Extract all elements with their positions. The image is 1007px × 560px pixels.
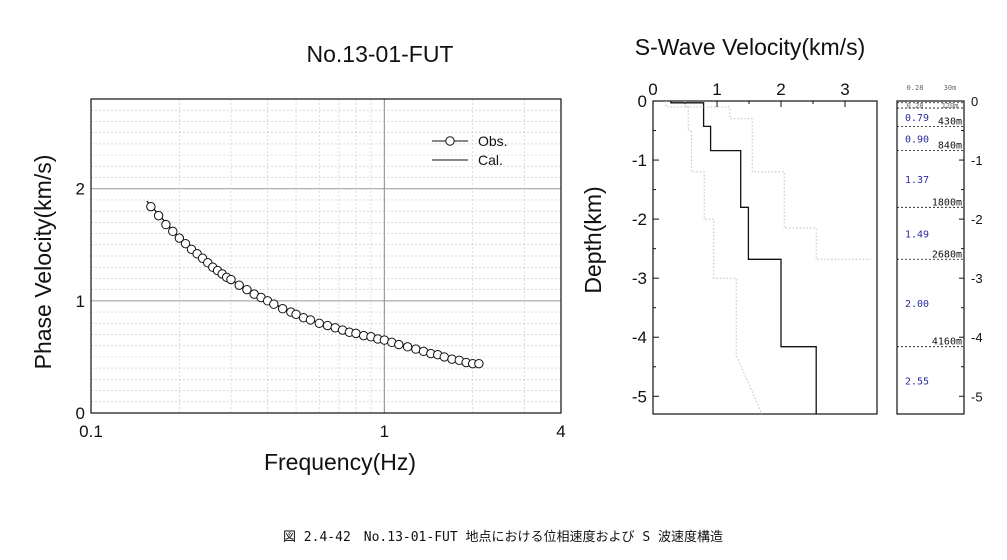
layer-y-tick-label: -1 <box>971 153 983 168</box>
middle-chart-title: S-Wave Velocity(km/s) <box>635 34 865 60</box>
layer-depth-label: 430m <box>938 116 962 127</box>
middle-chart-series <box>665 101 871 415</box>
obs-data-point <box>161 219 171 230</box>
left-x-tick-label: 0.1 <box>79 422 103 441</box>
left-chart-frame <box>90 98 562 414</box>
layer-velocity-label: 1.37 <box>905 175 929 186</box>
layer-top-depth-label: 30m <box>944 84 957 92</box>
obs-data-point <box>305 315 316 325</box>
middle-x-tick-label: 0 <box>648 80 657 99</box>
cal-series-line <box>146 200 482 365</box>
obs-data-point <box>180 238 191 249</box>
middle-chart-frame <box>652 100 878 415</box>
obs-data-point <box>351 328 361 339</box>
obs-data-point <box>402 342 413 352</box>
middle-x-tick-label: 3 <box>840 80 849 99</box>
left-chart-title: No.13-01-FUT <box>307 41 454 67</box>
velocity-profile-line <box>670 101 817 414</box>
obs-data-point <box>314 318 324 328</box>
velocity-bound-line <box>665 101 763 415</box>
middle-y-tick-label: -3 <box>632 269 647 288</box>
obs-data-point <box>174 233 185 243</box>
obs-data-point <box>269 299 279 309</box>
left-chart-x-axis-label: Frequency(Hz) <box>264 449 416 475</box>
figure-caption: 図 2.4-42 No.13-01-FUT 地点における位相速度および S 波速… <box>283 529 723 545</box>
layer-top-velocity-label: 0.28 <box>907 84 924 92</box>
layer-y-tick-label: -5 <box>971 389 983 404</box>
layer-depth-label: 4160m <box>932 337 962 348</box>
obs-data-point <box>411 344 421 354</box>
layer-y-tick-label: 0 <box>971 94 978 109</box>
layer-depth-label: 840m <box>938 141 962 152</box>
obs-data-point <box>439 352 449 362</box>
layer-depth-label: 1800m <box>932 197 962 208</box>
middle-y-tick-label: 0 <box>638 92 647 111</box>
middle-x-tick-label: 1 <box>712 80 721 99</box>
layer-velocity-label: 2.55 <box>905 376 929 387</box>
layer-structure-column: 0.28 30m 0.28 120m 0.79 430m 0.90 840m 1.371800… <box>896 84 983 415</box>
phase-velocity-chart: No.13-01-FUT 0 1 2 0.1 1 4 Frequency(Hz) Pha… <box>30 41 566 475</box>
middle-y-tick-label: -4 <box>632 328 647 347</box>
left-y-tick-label: 2 <box>76 180 85 199</box>
left-chart-y-ticks: 0 1 2 <box>76 180 85 423</box>
left-x-tick-label: 1 <box>380 422 389 441</box>
obs-data-point <box>277 304 288 314</box>
layer-velocity-label: 0.79 <box>905 113 929 124</box>
left-y-tick-label: 0 <box>76 404 85 423</box>
obs-data-point <box>394 339 404 350</box>
layer-second-depth-label: 120m <box>942 102 959 110</box>
middle-x-tick-label: 2 <box>776 80 785 99</box>
obs-data-point <box>168 226 178 237</box>
obs-data-point <box>474 358 484 369</box>
left-chart-y-axis-label: Phase Velocity(km/s) <box>30 155 56 370</box>
layer-column-y-ticks: 0 -1 -2 -3 -4 -5 <box>959 94 983 404</box>
layer-velocity-label: 1.49 <box>905 229 929 240</box>
layer-velocity-label: 2.00 <box>905 299 929 310</box>
legend-cal-label: Cal. <box>478 152 503 168</box>
legend-obs-label: Obs. <box>478 133 508 149</box>
layer-y-tick-label: -4 <box>971 330 983 345</box>
obs-data-point <box>234 280 244 290</box>
left-chart-x-ticks: 0.1 1 4 <box>79 422 566 441</box>
obs-data-point <box>226 274 236 285</box>
layer-column-frame <box>896 100 965 415</box>
left-y-tick-label: 1 <box>76 292 85 311</box>
layer-y-tick-label: -3 <box>971 271 983 286</box>
obs-data-point <box>242 284 252 295</box>
layer-y-tick-label: -2 <box>971 212 983 227</box>
obs-data-point <box>322 320 333 331</box>
middle-y-tick-label: -5 <box>632 387 647 406</box>
middle-chart-y-axis-label: Depth(km) <box>580 186 606 293</box>
obs-data-point <box>146 201 156 212</box>
s-wave-velocity-chart: S-Wave Velocity(km/s) 0 1 2 3 0 -1 -2 -3 -4 -5 D… <box>580 34 878 415</box>
legend-obs-marker <box>445 136 455 146</box>
layer-velocity-label: 0.90 <box>905 135 929 146</box>
left-chart-series <box>146 200 484 369</box>
layer-column-top-labels: 0.28 30m 0.28 120m <box>897 84 964 110</box>
left-chart-legend: Obs. Cal. <box>432 133 508 168</box>
layer-depth-label: 2680m <box>932 249 962 260</box>
middle-chart-y-ticks: 0 -1 -2 -3 -4 -5 <box>632 92 659 406</box>
middle-y-tick-label: -1 <box>632 151 647 170</box>
velocity-bound-line <box>684 101 871 260</box>
obs-data-point <box>153 210 164 221</box>
layer-second-velocity-label: 0.28 <box>907 102 924 110</box>
middle-y-tick-label: -2 <box>632 210 647 229</box>
left-x-tick-label: 4 <box>556 422 565 441</box>
